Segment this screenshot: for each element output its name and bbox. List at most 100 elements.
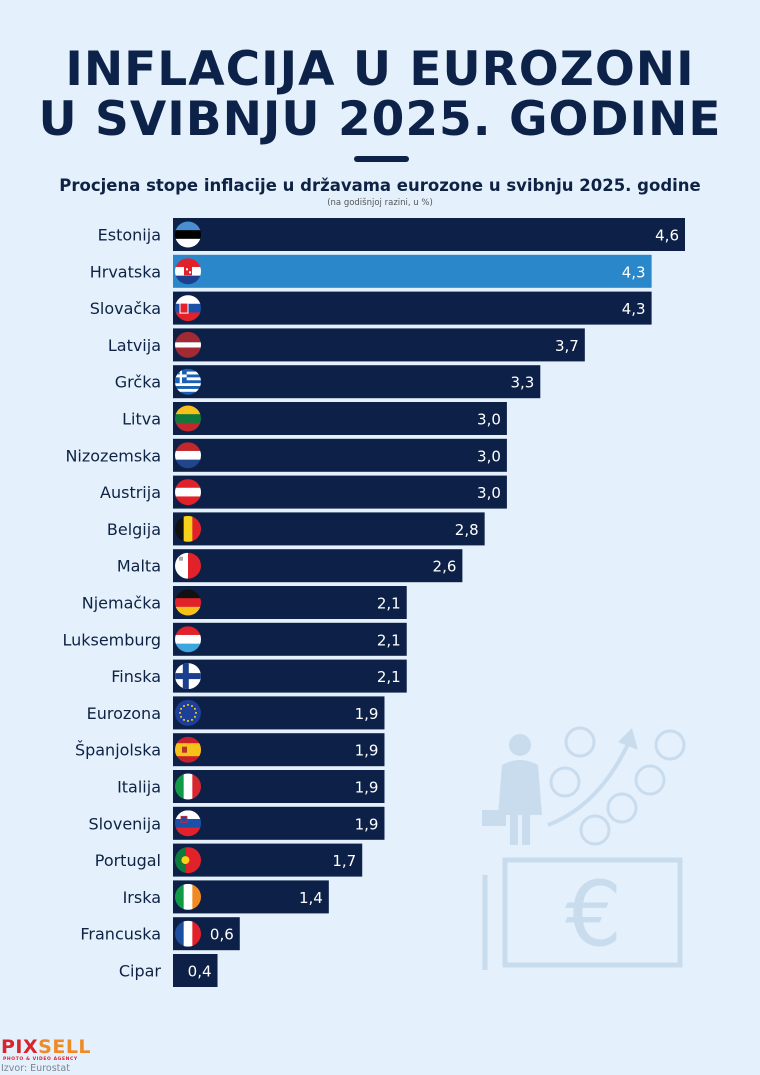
category-label: Estonija <box>98 226 161 245</box>
category-label: Cipar <box>119 962 162 981</box>
value-label: 2,1 <box>377 668 401 686</box>
category-label: Italija <box>117 778 161 797</box>
italy-flag-icon <box>175 773 201 800</box>
bar-finska <box>173 659 407 693</box>
bar-belgija <box>173 512 485 546</box>
bar-group-portugal: Portugal 1,7 <box>95 843 363 877</box>
category-label: Finska <box>111 667 161 686</box>
bar-portugal <box>173 843 363 877</box>
value-label: 2,1 <box>377 631 401 649</box>
bar-group-litva: Litva 3,0 <box>122 402 507 435</box>
bar-njemačka <box>173 586 407 619</box>
bar-group-slovenija: Slovenija 1,9 <box>88 806 385 840</box>
lithuania-flag-icon <box>175 405 201 432</box>
chart-unit-note: (na godišnjoj razini, u %) <box>327 198 433 208</box>
category-label: Španjolska <box>75 741 161 760</box>
source-note: Izvor: Eurostat <box>1 1063 70 1074</box>
spain-flag-icon <box>175 736 201 763</box>
greece-flag-icon <box>175 368 201 395</box>
category-label: Luksemburg <box>62 630 161 649</box>
category-label: Irska <box>123 888 161 907</box>
luxembourg-flag-icon <box>175 626 201 653</box>
bar-group-luksemburg: Luksemburg 2,1 <box>62 622 407 656</box>
bar-group-francuska: Francuska 0,6 <box>80 917 240 951</box>
value-label: 0,6 <box>210 926 234 944</box>
value-label: 3,0 <box>477 411 501 429</box>
bar-hrvatska <box>173 254 652 288</box>
belgium-flag-icon <box>175 515 201 542</box>
bar-group-austrija: Austrija 3,0 <box>100 475 507 509</box>
germany-flag-icon <box>175 589 201 616</box>
bar-group-italija: Italija 1,9 <box>117 770 385 803</box>
category-label: Belgija <box>107 520 161 539</box>
main-title-line-1: INFLACIJA U EUROZONI <box>65 42 695 97</box>
category-label: Grčka <box>115 373 161 392</box>
category-label: Portugal <box>95 851 161 870</box>
value-label: 3,3 <box>510 374 534 392</box>
bar-španjolska <box>173 733 385 767</box>
bar-latvija <box>173 328 585 362</box>
eu-flag-icon <box>175 699 201 726</box>
category-label: Litva <box>122 410 161 429</box>
value-label: 1,7 <box>332 852 356 870</box>
bar-nizozemska <box>173 438 507 472</box>
main-title-line-2: U SVIBNJU 2025. GODINE <box>38 92 722 147</box>
bar-austrija <box>173 475 507 509</box>
estonia-flag-icon <box>175 221 201 248</box>
finland-flag-icon <box>175 663 201 690</box>
bar-group-belgija: Belgija 2,8 <box>107 512 485 546</box>
malta-flag-icon <box>175 552 201 579</box>
value-label: 4,3 <box>622 300 646 318</box>
value-label: 2,8 <box>455 521 479 539</box>
value-label: 1,9 <box>355 779 379 797</box>
austria-flag-icon <box>175 479 201 506</box>
value-label: 1,9 <box>355 742 379 760</box>
bar-group-grčka: Grčka 3,3 <box>115 365 541 399</box>
category-label: Francuska <box>80 925 161 944</box>
category-label: Malta <box>117 557 161 576</box>
svg-text:€: € <box>565 862 622 967</box>
category-label: Latvija <box>108 336 161 355</box>
brand-part2: SELL <box>38 1036 92 1058</box>
bar-grčka <box>173 365 541 399</box>
bar-group-cipar: Cipar 0,4 <box>119 954 218 987</box>
slovakia-flag-icon <box>175 295 201 322</box>
bar-group-nizozemska: Nizozemska 3,0 <box>65 438 507 472</box>
value-label: 1,9 <box>355 705 379 723</box>
bar-group-slovačka: Slovačka 4,3 <box>90 291 652 325</box>
bar-slovačka <box>173 291 652 325</box>
bar-slovenija <box>173 806 385 840</box>
value-label: 2,1 <box>377 595 401 613</box>
bar-malta <box>173 549 463 583</box>
bar-group-latvija: Latvija 3,7 <box>108 328 585 362</box>
bar-litva <box>173 402 507 435</box>
pixsell-logo: PIXSELL <box>1 1036 91 1058</box>
value-label: 3,7 <box>555 337 579 355</box>
brand-tagline: PHOTO & VIDEO AGENCY <box>3 1057 78 1062</box>
bar-group-eurozona: Eurozona 1,9 <box>87 696 385 730</box>
value-label: 0,4 <box>188 963 212 981</box>
slovenia-flag-icon <box>175 810 201 837</box>
value-label: 2,6 <box>433 558 457 576</box>
bar-eurozona <box>173 696 385 730</box>
ireland-flag-icon <box>175 883 201 910</box>
bar-group-hrvatska: Hrvatska 4,3 <box>90 254 652 288</box>
value-label: 3,0 <box>477 447 501 465</box>
bar-cipar <box>173 954 218 987</box>
category-label: Slovenija <box>88 814 161 833</box>
netherlands-flag-icon <box>175 442 201 469</box>
portugal-flag-icon <box>175 847 201 874</box>
bar-group-malta: Malta 2,6 <box>117 549 463 583</box>
bar-italija <box>173 770 385 803</box>
value-label: 1,9 <box>355 815 379 833</box>
category-label: Eurozona <box>87 704 161 723</box>
france-flag-icon <box>175 920 201 947</box>
category-label: Hrvatska <box>90 262 161 281</box>
bar-estonija <box>173 218 685 251</box>
category-label: Austrija <box>100 483 161 502</box>
value-label: 4,3 <box>622 263 646 281</box>
brand-part1: PIX <box>1 1036 39 1058</box>
croatia-flag-icon <box>175 258 201 285</box>
bar-group-estonija: Estonija 4,6 <box>98 218 685 251</box>
